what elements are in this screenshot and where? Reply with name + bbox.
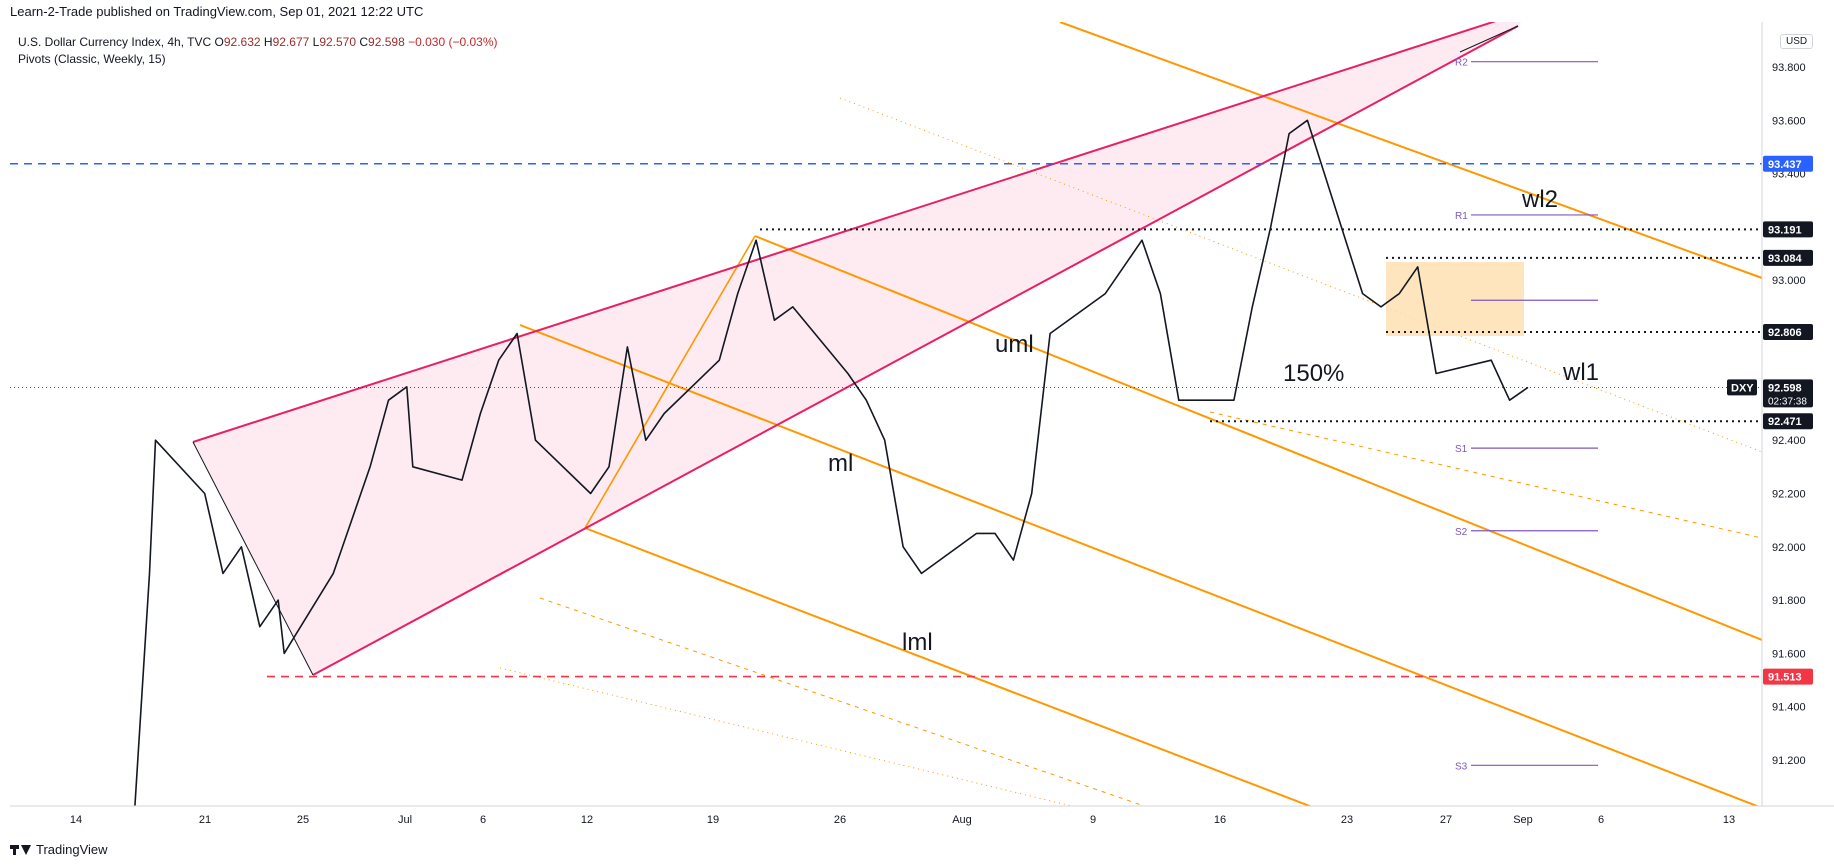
time-tick-label: 23 — [1341, 814, 1353, 826]
time-tick-label: 26 — [834, 814, 846, 826]
price-level-tag — [1763, 413, 1813, 430]
price-tick-label: 91.400 — [1772, 702, 1806, 714]
price-level-label: 93.191 — [1768, 224, 1802, 236]
wedge-tip-line — [1459, 25, 1519, 53]
price-level-tag — [1763, 249, 1813, 266]
chart-annotations: uml ml lml wl1 wl2 150% — [828, 186, 1599, 656]
legend-open-label: O — [214, 35, 224, 49]
price-series-line — [134, 119, 1529, 806]
time-tick-label: Jul — [398, 814, 412, 826]
annotation-label: 150% — [1283, 360, 1344, 387]
currency-button[interactable]: USD — [1780, 34, 1814, 49]
pivot-label: S1 — [1455, 444, 1468, 455]
last-price-label: 92.598 — [1768, 382, 1802, 394]
wedge-left-leg — [192, 441, 314, 676]
time-tick-label: 6 — [480, 814, 486, 826]
price-level-label: 93.084 — [1768, 253, 1803, 265]
published-header: Learn-2-Trade published on TradingView.c… — [10, 4, 424, 19]
pitchfork-lower-dotted — [499, 667, 1074, 806]
price-level-label: 92.806 — [1768, 327, 1802, 339]
price-level-label: 91.513 — [1768, 672, 1802, 684]
bar-countdown-label: 02:37:38 — [1768, 396, 1807, 407]
time-tick-label: 19 — [707, 814, 719, 826]
price-tick-label: 91.200 — [1772, 755, 1806, 767]
pitchfork-extension-line — [1209, 411, 1762, 539]
time-tick-label: Sep — [1513, 814, 1533, 826]
price-level-lines — [10, 162, 1762, 678]
pivot-label: R1 — [1455, 211, 1468, 222]
rising-wedge-fill — [193, 22, 1521, 675]
symbol-tag — [1727, 379, 1757, 396]
time-tick-label: 21 — [199, 814, 211, 826]
symbol-tag-label: DXY — [1731, 382, 1754, 394]
footer-brand[interactable]: TradingView — [36, 842, 108, 857]
price-tick-label: 92.000 — [1772, 542, 1806, 554]
pitchfork-lower-dashed — [539, 597, 1146, 806]
legend-low-label: L — [312, 35, 320, 49]
consolidation-box — [1386, 262, 1524, 336]
time-tick-label: Aug — [952, 814, 972, 826]
price-level-tag — [1763, 323, 1813, 340]
legend-close: 92.598 — [368, 35, 405, 49]
chart-legend: U.S. Dollar Currency Index, 4h, TVC O92.… — [18, 34, 498, 68]
annotation-label: ml — [828, 450, 853, 477]
pivot-label: S3 — [1455, 761, 1468, 772]
annotation-label: wl2 — [1521, 186, 1558, 213]
price-level-label: 93.437 — [1768, 159, 1802, 171]
price-tick-label: 92.200 — [1772, 488, 1806, 500]
price-tick-label: 93.000 — [1772, 275, 1806, 287]
annotation-label: lml — [902, 629, 933, 656]
legend-indicator[interactable]: Pivots (Classic, Weekly, 15) — [18, 52, 166, 66]
time-tick-label: 6 — [1598, 814, 1604, 826]
time-tick-label: 13 — [1723, 814, 1735, 826]
price-tick-label: 91.600 — [1772, 648, 1806, 660]
pitchfork-lower-median — [584, 527, 1313, 806]
time-axis[interactable]: 14 21 25 Jul 6 12 19 26 Aug 9 16 23 27 Sep 6 13 — [70, 814, 1735, 826]
price-tick-label: 92.400 — [1772, 435, 1806, 447]
price-tick-label: 93.800 — [1772, 62, 1806, 74]
time-tick-label: 25 — [297, 814, 309, 826]
legend-open: 92.632 — [223, 35, 261, 49]
wedge-upper-line — [192, 22, 1497, 443]
time-tick-label: 27 — [1440, 814, 1452, 826]
tradingview-logo-icon — [10, 843, 32, 857]
legend-high-label: H — [263, 35, 273, 49]
pitchfork-warning-line-2 — [1059, 22, 1762, 279]
time-tick-label: 9 — [1090, 814, 1096, 826]
legend-low: 92.570 — [319, 35, 357, 49]
rising-wedge — [192, 22, 1519, 676]
time-tick-label: 12 — [581, 814, 593, 826]
footer: TradingView — [10, 842, 108, 857]
legend-change: −0.030 (−0.03%) — [408, 35, 498, 49]
legend-symbol: U.S. Dollar Currency Index, 4h, TVC — [18, 35, 212, 49]
pivot-label: R2 — [1455, 58, 1468, 69]
legend-ohlc-row: U.S. Dollar Currency Index, 4h, TVC O92.… — [18, 34, 498, 51]
legend-close-label: C — [359, 35, 369, 49]
price-level-tag — [1763, 155, 1813, 172]
price-level-label: 92.471 — [1768, 416, 1802, 428]
pivot-label: S2 — [1455, 527, 1468, 538]
annotation-label: wl1 — [1562, 359, 1599, 386]
price-tick-label: 91.800 — [1772, 595, 1806, 607]
pivot-lines: R2 R1 S1 S2 S3 — [1455, 58, 1598, 772]
pitchfork-median-line — [519, 324, 1760, 806]
price-level-tag — [1763, 668, 1813, 685]
pitchfork-handle — [584, 235, 756, 529]
price-axis-labels: 93.437 93.191 93.084 92.806 92.471 91.513 DXY 9… — [1727, 155, 1813, 685]
wedge-lower-line — [312, 25, 1519, 676]
annotation-label: uml — [995, 331, 1034, 358]
time-tick-label: 16 — [1214, 814, 1226, 826]
pitchfork — [499, 22, 1762, 806]
last-price-tag — [1763, 379, 1813, 408]
legend-high: 92.677 — [272, 35, 310, 49]
time-tick-label: 14 — [70, 814, 82, 826]
price-tick-label: 93.600 — [1772, 115, 1806, 127]
pitchfork-upper-median — [754, 235, 1762, 641]
price-level-tag — [1763, 221, 1813, 238]
